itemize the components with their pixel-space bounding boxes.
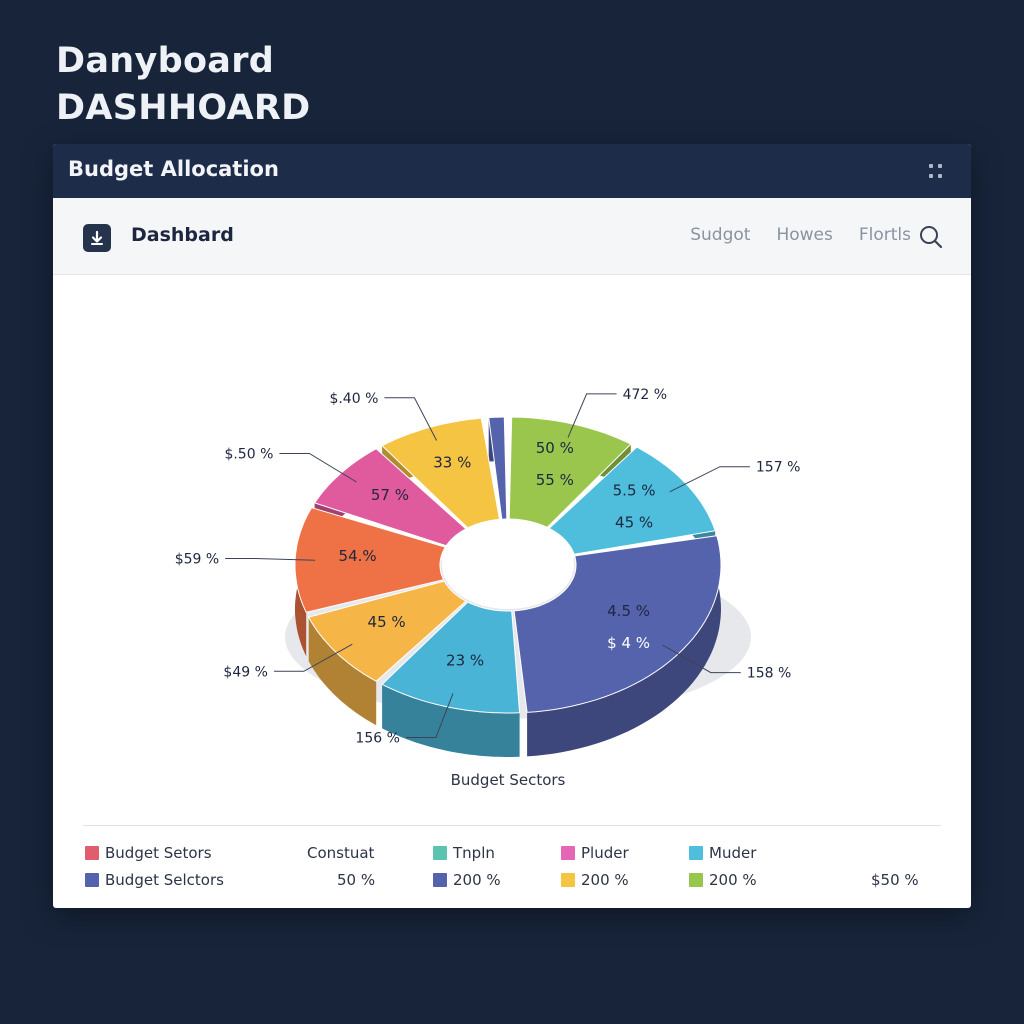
legend-label: Muder — [709, 844, 757, 862]
outer-label: 157 % — [756, 460, 800, 476]
legend-swatch — [433, 846, 447, 860]
outer-label: $.50 % — [224, 447, 273, 463]
leader-line — [567, 393, 617, 438]
page-title-line1: Danyboard — [56, 41, 275, 81]
legend-label: Constuat — [307, 844, 375, 862]
legend-label: Budget Selctors — [105, 871, 224, 889]
legend-label: 50 % — [337, 871, 376, 889]
legend-swatch — [561, 846, 575, 860]
legend-item: Budget Selctors — [85, 871, 224, 889]
slice-8[interactable] — [488, 416, 508, 520]
legend-item: Constuat — [307, 844, 374, 862]
legend-swatch — [433, 873, 447, 887]
slice-label: 54.% — [339, 547, 377, 565]
leader-line — [662, 644, 741, 674]
outer-label: 472 % — [623, 387, 667, 403]
legend-swatch — [85, 846, 99, 860]
download-icon[interactable] — [83, 224, 111, 252]
legend-item: 200 % — [561, 871, 629, 889]
outer-label: 156 % — [355, 731, 399, 747]
slice-label: 50 % — [536, 439, 574, 457]
legend-item: Budget Setors — [85, 844, 212, 862]
legend-label: 200 % — [581, 871, 629, 889]
slice-5[interactable] — [294, 507, 447, 613]
slice-side — [527, 535, 721, 757]
legend-label: 200 % — [709, 871, 757, 889]
legend-label: $50 % — [871, 871, 919, 889]
card-title: Budget Allocation — [68, 157, 279, 181]
budget-card: Budget Allocation Dashbard Sudgot Howes … — [53, 144, 971, 908]
nav-item-homes[interactable]: Howes — [776, 225, 833, 245]
nav-item-fields[interactable]: Flortls — [858, 225, 911, 245]
slice-4[interactable] — [307, 580, 467, 682]
leader-line — [405, 693, 454, 738]
legend-label: 200 % — [453, 871, 501, 889]
legend-item: Tnpln — [433, 844, 495, 862]
legend-swatch — [689, 873, 703, 887]
legend-item: Pluder — [561, 844, 629, 862]
legend-swatch — [85, 873, 99, 887]
slice-6[interactable] — [313, 448, 467, 547]
leader-line — [384, 397, 438, 441]
leader-line — [669, 466, 750, 493]
card-header: Budget Allocation — [53, 144, 971, 198]
legend-row-2: Budget Selctors 50 % 200 % 200 % 200 % $… — [83, 867, 941, 894]
slice-label: 57 % — [371, 486, 409, 504]
slice-label: $ 4 % — [607, 634, 650, 652]
donut-hole — [442, 521, 574, 609]
drag-handle-icon[interactable] — [929, 164, 943, 178]
slice-1[interactable] — [548, 446, 716, 555]
outer-label: $49 % — [223, 664, 267, 680]
outer-label: $.40 % — [329, 391, 378, 407]
leader-line — [273, 643, 353, 672]
legend-item: 50 % — [337, 871, 375, 889]
toolbar: Dashbard Sudgot Howes Flortls — [53, 198, 971, 275]
outer-label: 158 % — [747, 666, 791, 682]
toolbar-title: Dashbard — [131, 224, 234, 246]
slice-0[interactable] — [508, 416, 632, 529]
slice-label: 45 % — [368, 613, 406, 631]
page-title-line2: DASHHOARD — [56, 88, 311, 128]
legend-item: $50 % — [871, 871, 919, 889]
chart-caption: Budget Sectors — [451, 771, 566, 789]
leader-line — [279, 453, 357, 483]
outer-label: $59 % — [175, 552, 219, 568]
slice-label: 4.5 % — [607, 602, 650, 620]
legend-label: Tnpln — [453, 844, 495, 862]
legend-swatch — [561, 873, 575, 887]
leader-line — [225, 558, 316, 561]
slice-7[interactable] — [381, 417, 501, 529]
legend: Budget Setors Constuat Tnpln Pluder Mude… — [83, 825, 941, 894]
top-nav: Sudgot Howes Flortls — [690, 225, 911, 245]
slice-side — [382, 684, 520, 757]
nav-item-budget[interactable]: Sudgot — [690, 225, 751, 245]
legend-item: 200 % — [689, 871, 757, 889]
slice-label: 5.5 % — [613, 482, 656, 500]
legend-label: Budget Setors — [105, 844, 212, 862]
slice-3[interactable] — [381, 601, 521, 714]
slice-label: 45 % — [615, 514, 653, 532]
legend-swatch — [689, 846, 703, 860]
slice-2[interactable] — [513, 535, 722, 713]
slice-label: 23 % — [446, 652, 484, 670]
slice-label: 55 % — [536, 471, 574, 489]
budget-donut-chart: 50 % 55 % 472 % 5.5 % 45 % 157 % 4.5 % $ 4 % 158… — [175, 387, 801, 789]
slice-label: 33 % — [433, 454, 471, 472]
page-title: Danyboard DASHHOARD — [56, 38, 311, 132]
legend-item: 200 % — [433, 871, 501, 889]
slice-side — [308, 617, 377, 726]
legend-label: Pluder — [581, 844, 629, 862]
legend-row-1: Budget Setors Constuat Tnpln Pluder Mude… — [83, 840, 941, 867]
search-icon[interactable] — [917, 223, 945, 251]
legend-item: Muder — [689, 844, 756, 862]
